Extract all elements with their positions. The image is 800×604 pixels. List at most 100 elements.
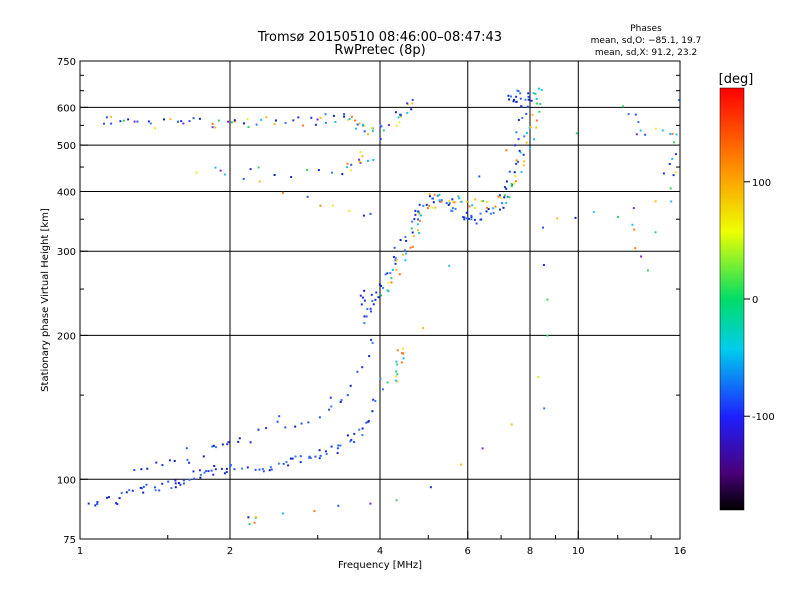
data-point <box>302 124 305 127</box>
data-point <box>163 118 165 121</box>
y-axis-label: Stationary phase Virtual Height [km] <box>40 208 51 392</box>
data-point <box>675 133 678 136</box>
data-point <box>413 218 416 221</box>
data-point <box>632 207 635 210</box>
data-point <box>470 216 473 218</box>
data-point <box>500 196 503 199</box>
data-point <box>294 455 297 458</box>
data-point <box>268 469 271 472</box>
data-point <box>273 123 276 126</box>
data-point <box>515 100 518 103</box>
stats-x-trace: mean, sd,X: 91.2, 23.2 <box>595 48 697 58</box>
data-point <box>198 117 201 120</box>
data-point <box>308 455 311 458</box>
data-point <box>349 384 352 387</box>
data-point <box>517 160 520 163</box>
data-point <box>309 457 312 459</box>
data-point <box>395 259 398 262</box>
data-point <box>360 303 363 306</box>
data-point <box>363 289 366 292</box>
data-point <box>644 133 647 136</box>
data-point <box>574 216 577 219</box>
data-point <box>453 201 456 204</box>
data-point <box>540 89 543 91</box>
data-point <box>394 257 397 260</box>
data-point <box>475 222 478 225</box>
data-point <box>299 461 302 464</box>
data-point <box>285 461 288 464</box>
chart-title-line1: Tromsø 20150510 08:46:00–08:47:43 <box>257 30 502 45</box>
data-point <box>503 186 506 189</box>
data-point <box>417 218 419 221</box>
x-tick-label: 2 <box>227 546 233 557</box>
data-point <box>225 471 228 473</box>
data-point <box>227 441 230 444</box>
data-point <box>396 363 399 366</box>
data-points <box>87 87 680 525</box>
data-point <box>677 99 680 102</box>
data-point <box>473 218 476 221</box>
data-point <box>390 277 393 280</box>
data-point <box>402 352 405 355</box>
data-point <box>372 398 375 401</box>
data-point <box>247 126 250 128</box>
data-point <box>330 445 333 448</box>
data-point <box>361 155 364 158</box>
data-point <box>384 273 387 276</box>
y-tick-label: 75 <box>63 535 76 546</box>
data-point <box>214 166 217 169</box>
data-point <box>527 92 530 95</box>
data-point <box>522 153 525 156</box>
data-point <box>205 470 208 473</box>
data-point <box>418 211 421 214</box>
data-point <box>387 281 390 284</box>
data-point <box>480 218 483 221</box>
data-point <box>339 400 342 403</box>
data-point <box>284 426 287 429</box>
data-point <box>367 160 369 162</box>
data-point <box>428 193 431 196</box>
data-point <box>136 120 139 123</box>
data-point <box>254 516 257 518</box>
data-point <box>407 103 410 106</box>
data-point <box>254 468 257 471</box>
data-point <box>365 421 368 424</box>
data-point <box>255 123 258 126</box>
data-point <box>451 198 454 201</box>
data-point <box>546 334 549 337</box>
data-point <box>471 204 474 207</box>
data-point <box>646 269 649 272</box>
data-point <box>400 114 402 117</box>
data-point <box>498 194 501 197</box>
data-point <box>417 210 420 213</box>
data-point <box>480 200 483 203</box>
data-point <box>451 207 454 210</box>
data-point <box>525 141 528 144</box>
data-point <box>399 115 402 118</box>
data-point <box>526 131 528 134</box>
data-point <box>233 119 236 122</box>
x-tick-label: 10 <box>572 546 585 557</box>
data-point <box>438 194 441 196</box>
data-point <box>210 469 213 472</box>
data-point <box>503 194 506 197</box>
data-point <box>353 432 356 435</box>
chart-title-line2: RwPretec (8p) <box>334 43 425 58</box>
data-point <box>542 226 544 229</box>
data-point <box>358 428 361 431</box>
data-point <box>343 115 346 118</box>
data-point <box>433 193 436 196</box>
data-point <box>457 195 460 198</box>
data-point <box>418 203 421 206</box>
data-point <box>517 119 520 121</box>
data-point <box>438 199 441 202</box>
data-point <box>324 113 327 116</box>
data-point <box>380 284 383 287</box>
data-point <box>199 473 202 476</box>
data-point <box>535 126 538 129</box>
data-point <box>533 138 536 141</box>
data-point <box>402 357 405 360</box>
data-point <box>192 117 195 120</box>
data-point <box>318 449 321 452</box>
